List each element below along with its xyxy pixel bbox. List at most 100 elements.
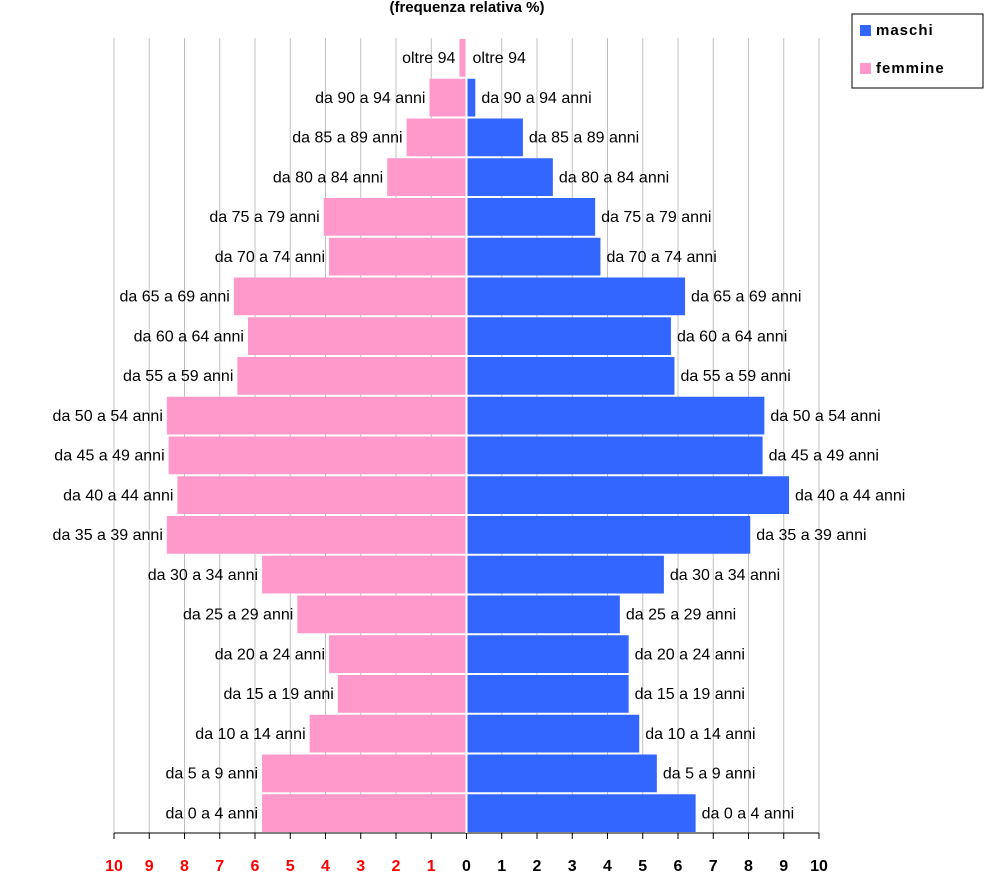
bar (323, 198, 467, 236)
category-label: da 45 a 49 anni (769, 448, 879, 465)
bar (466, 595, 620, 634)
category-label: da 60 a 64 anni (677, 328, 787, 345)
bar (329, 635, 467, 673)
category-label: da 75 a 79 anni (209, 209, 319, 226)
bar (466, 436, 763, 475)
bar (466, 516, 751, 554)
category-label: da 85 a 89 anni (292, 130, 402, 147)
category-label: da 65 a 69 anni (120, 289, 230, 306)
category-label: da 5 a 9 anni (663, 766, 756, 783)
category-label: da 40 a 44 anni (63, 487, 173, 504)
legend-box (851, 13, 984, 89)
x-tick-label: 2 (533, 858, 542, 875)
legend-swatch (860, 25, 871, 36)
chart-title: (frequenza relativa %) (389, 0, 544, 16)
category-label: da 55 a 59 anni (123, 368, 233, 385)
category-label: da 30 a 34 anni (148, 567, 258, 584)
bar (466, 714, 640, 753)
bar (177, 476, 467, 514)
category-label: da 0 a 4 anni (166, 805, 259, 822)
category-label: da 10 a 14 anni (645, 726, 755, 743)
bar (262, 555, 467, 594)
bar (466, 635, 629, 673)
bar (466, 476, 790, 514)
category-label: da 50 a 54 anni (53, 408, 163, 425)
x-tick-label: 2 (392, 858, 401, 875)
bar (262, 754, 467, 793)
category-label: da 30 a 34 anni (670, 567, 780, 584)
x-tick-label: 3 (356, 858, 365, 875)
category-label: da 70 a 74 anni (606, 249, 716, 266)
bar (466, 78, 476, 117)
category-label: da 0 a 4 anni (702, 805, 795, 822)
category-label: da 35 a 39 anni (53, 527, 163, 544)
x-tick-label: 1 (427, 858, 436, 875)
bar (466, 357, 675, 395)
bar (466, 277, 686, 316)
bar (387, 158, 467, 196)
bar (309, 714, 467, 753)
category-label: da 40 a 44 anni (795, 487, 905, 504)
category-label: da 65 a 69 anni (691, 289, 801, 306)
bar (459, 39, 467, 77)
x-tick-label: 9 (779, 858, 788, 875)
category-label: da 15 a 19 anni (224, 686, 334, 703)
bar (466, 317, 671, 355)
legend-label: maschi (876, 22, 934, 39)
bar (337, 675, 467, 713)
category-label: da 55 a 59 anni (680, 368, 790, 385)
category-label: da 60 a 64 anni (134, 328, 244, 345)
category-label: da 70 a 74 anni (215, 249, 325, 266)
x-tick-label: 8 (180, 858, 189, 875)
x-tick-label: 8 (744, 858, 753, 875)
x-tick-label: 7 (709, 858, 718, 875)
bar (329, 237, 467, 276)
x-tick-label: 9 (145, 858, 154, 875)
bar (466, 198, 596, 236)
category-label: da 45 a 49 anni (54, 448, 164, 465)
category-label: da 85 a 89 anni (529, 130, 639, 147)
bar (466, 555, 664, 594)
bar (429, 78, 467, 117)
category-label: da 90 a 94 anni (315, 90, 425, 107)
x-tick-label: 6 (674, 858, 683, 875)
category-label: da 75 a 79 anni (601, 209, 711, 226)
category-label: da 80 a 84 anni (273, 169, 383, 186)
x-tick-label: 7 (215, 858, 224, 875)
x-tick-label: 0 (462, 858, 471, 875)
legend-swatch (860, 63, 871, 74)
x-tick-label: 6 (251, 858, 260, 875)
category-label: oltre 94 (473, 50, 526, 67)
bar (166, 516, 467, 554)
x-tick-label: 5 (286, 858, 295, 875)
x-tick-label: 3 (568, 858, 577, 875)
bar (466, 396, 765, 435)
bar (168, 436, 467, 475)
bar (466, 754, 657, 793)
category-label: da 50 a 54 anni (770, 408, 880, 425)
bar (466, 237, 601, 276)
bar (466, 794, 696, 832)
category-label: da 5 a 9 anni (166, 766, 259, 783)
x-tick-label: 10 (105, 858, 123, 875)
bar (466, 158, 553, 196)
category-label: da 20 a 24 anni (215, 646, 325, 663)
category-label: da 90 a 94 anni (481, 90, 591, 107)
bar (247, 317, 467, 355)
bar (297, 595, 467, 634)
x-tick-label: 4 (603, 858, 612, 875)
x-tick-label: 10 (810, 858, 828, 875)
category-label: da 15 a 19 anni (635, 686, 745, 703)
bar (166, 396, 467, 435)
category-label: oltre 94 (402, 50, 455, 67)
category-label: da 80 a 84 anni (559, 169, 669, 186)
x-tick-label: 5 (638, 858, 647, 875)
category-label: da 20 a 24 anni (635, 646, 745, 663)
category-label: da 10 a 14 anni (195, 726, 305, 743)
bar (406, 118, 467, 157)
bar (466, 118, 523, 157)
category-label: da 35 a 39 anni (756, 527, 866, 544)
bar (237, 357, 467, 395)
bar (262, 794, 467, 832)
